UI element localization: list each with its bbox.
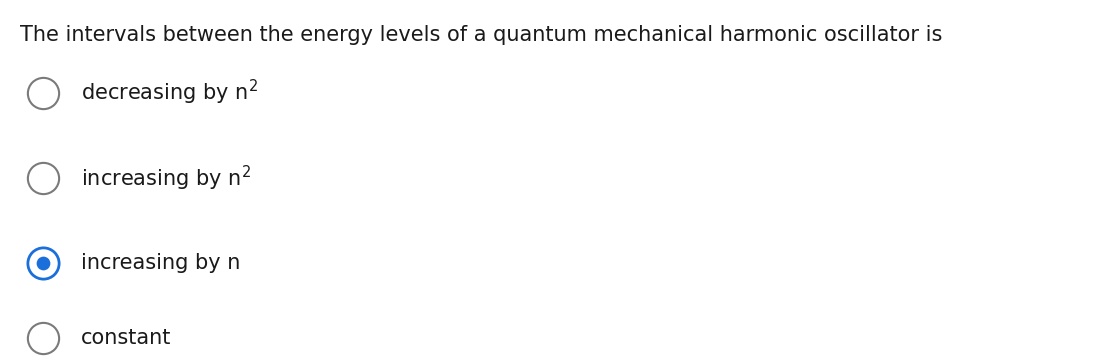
Point — [34, 335, 52, 341]
Point — [34, 261, 52, 266]
Text: increasing by n: increasing by n — [81, 253, 240, 273]
Point — [34, 261, 52, 266]
Text: increasing by n$^{2}$: increasing by n$^{2}$ — [81, 163, 251, 193]
Text: constant: constant — [81, 328, 171, 348]
Point — [34, 175, 52, 181]
Text: The intervals between the energy levels of a quantum mechanical harmonic oscilla: The intervals between the energy levels … — [20, 25, 943, 45]
Text: decreasing by n$^{2}$: decreasing by n$^{2}$ — [81, 78, 258, 107]
Point — [34, 90, 52, 95]
